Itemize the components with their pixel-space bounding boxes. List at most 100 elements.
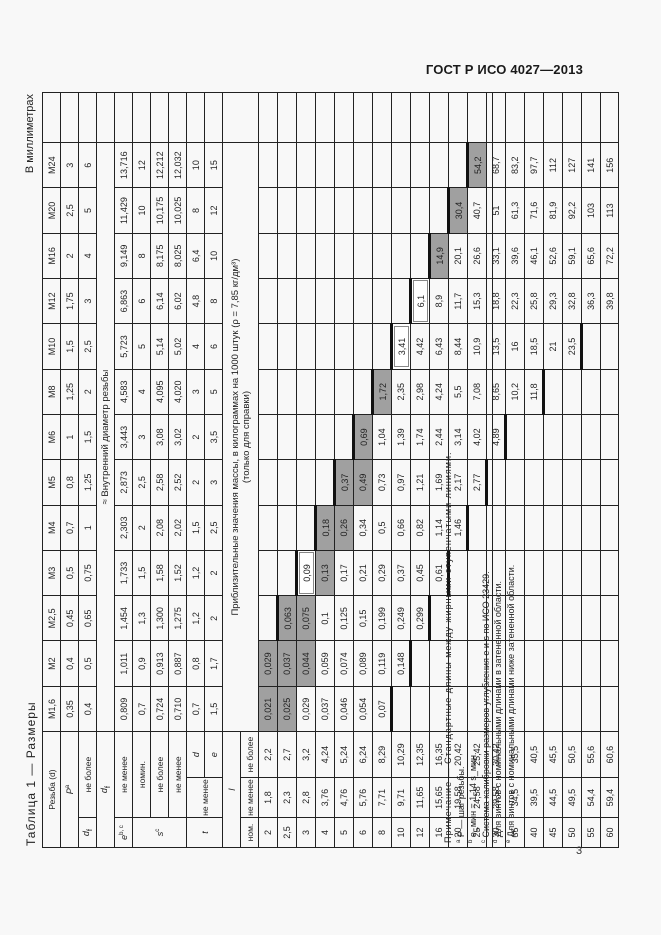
table-cell bbox=[353, 92, 373, 143]
table-cell: 2 bbox=[204, 550, 223, 596]
mass-cell: 0,26 bbox=[334, 505, 354, 551]
mass-cell bbox=[372, 187, 392, 234]
table-cell: 9,149 bbox=[114, 233, 133, 279]
table-cell: 2,02 bbox=[168, 505, 187, 551]
table-cell: 12 bbox=[410, 817, 430, 848]
table-cell: 6 bbox=[132, 278, 151, 324]
df-note: ≈ Внутренний диаметр резьбы bbox=[96, 142, 115, 732]
mass-cell: 59,1 bbox=[562, 233, 582, 279]
mass-cell: 72,2 bbox=[600, 233, 619, 279]
mass-cell: 32,8 bbox=[562, 278, 582, 324]
df-note-label: df bbox=[96, 731, 115, 848]
table-cell: 1,3 bbox=[132, 595, 151, 641]
table-cell: ном. bbox=[240, 817, 259, 848]
table-row: l Приблизительные значения массы, в килог… bbox=[222, 92, 259, 848]
table-cell: 5,02 bbox=[168, 323, 187, 370]
mass-cell: 0,074 bbox=[334, 640, 354, 687]
mass-cell bbox=[277, 459, 297, 506]
mass-cell bbox=[524, 595, 544, 641]
table-cell: 9,71 bbox=[391, 777, 411, 818]
thread-size-header: M2,5 bbox=[42, 595, 61, 641]
mass-cell bbox=[258, 187, 278, 234]
table-cell: 45 bbox=[543, 817, 563, 848]
table-cell: 5,723 bbox=[114, 323, 133, 370]
table-cell bbox=[114, 92, 133, 143]
mass-cell bbox=[562, 459, 582, 506]
mass-cell bbox=[372, 142, 392, 188]
table-cell: не более bbox=[240, 731, 259, 778]
table-cell bbox=[42, 92, 61, 143]
mass-cell: 0,037 bbox=[315, 686, 335, 732]
mass-cell bbox=[562, 686, 582, 732]
mass-cell: 0,199 bbox=[372, 595, 392, 641]
table-cell: 2,873 bbox=[114, 459, 133, 506]
mass-cell bbox=[562, 414, 582, 460]
table-row: df не более 0,4 0,5 0,65 0,75 1 1,25 1,5 2 2,5 3 4 5 6 bbox=[78, 92, 97, 848]
table-cell: 2,52 bbox=[168, 459, 187, 506]
mass-cell bbox=[543, 459, 563, 506]
table-cell: 2,5 bbox=[277, 817, 297, 848]
table-cell: 1 bbox=[78, 505, 97, 551]
table-cell: 10 bbox=[391, 817, 411, 848]
table-cell: 60,6 bbox=[600, 731, 619, 778]
table-cell: 39,5 bbox=[524, 777, 544, 818]
table-cell: 3 bbox=[60, 142, 79, 188]
table-cell: 8,025 bbox=[168, 233, 187, 279]
table-cell: 3,02 bbox=[168, 414, 187, 460]
page-number: 3 bbox=[576, 845, 583, 857]
table-cell: 4,583 bbox=[114, 369, 133, 415]
mass-cell: 1,72 bbox=[372, 369, 392, 415]
table-cell bbox=[543, 92, 563, 143]
table-row: не менее 0,710 0,887 1,275 1,52 2,02 2,52 3,02 4… bbox=[168, 92, 187, 848]
table-row: 8 7,71 8,29 0,07 0,119 0,199 0,29 0,5 0,73 1,04 1,… bbox=[372, 92, 392, 848]
table-cell: 0,913 bbox=[150, 640, 169, 687]
mass-cell: 0,089 bbox=[353, 640, 373, 687]
table-cell: не менее bbox=[240, 777, 259, 818]
thread-size-header: M8 bbox=[42, 369, 61, 415]
mass-cell bbox=[315, 187, 335, 234]
df-label: df bbox=[78, 817, 97, 848]
table-cell bbox=[315, 92, 335, 143]
table-caption: Таблица 1 — Размеры bbox=[24, 701, 38, 846]
table-cell: 0,8 bbox=[60, 459, 79, 506]
table-cell: 1,25 bbox=[78, 459, 97, 506]
mass-cell bbox=[600, 414, 619, 460]
table-cell: 0,7 bbox=[132, 686, 151, 732]
table-row: 6 5,76 6,24 0,054 0,089 0,15 0,21 0,34 0,49 0,69 bbox=[353, 92, 373, 848]
mass-cell bbox=[277, 278, 297, 324]
mass-cell: 0,299 bbox=[410, 595, 430, 641]
table-cell: e bbox=[204, 731, 223, 778]
table-cell bbox=[186, 92, 205, 143]
table-cell bbox=[96, 92, 115, 143]
mass-cell bbox=[543, 505, 563, 551]
table-cell: 2,5 bbox=[204, 505, 223, 551]
table-row: 5 4,76 5,24 0,046 0,074 0,125 0,17 0,26 0,37 bbox=[334, 92, 354, 848]
mass-cell bbox=[315, 142, 335, 188]
mass-cell bbox=[353, 323, 373, 370]
l-label: l bbox=[222, 731, 241, 848]
thread-size-header: M2 bbox=[42, 640, 61, 687]
table-cell: 8 bbox=[186, 187, 205, 234]
mass-cell: 97,7 bbox=[524, 142, 544, 188]
mass-cell bbox=[277, 369, 297, 415]
table-cell: 10,025 bbox=[168, 187, 187, 234]
mass-cell: 0,66 bbox=[391, 505, 411, 551]
table-cell: 55 bbox=[581, 817, 601, 848]
mass-cell: 112 bbox=[543, 142, 563, 188]
mass-cell: 1,39 bbox=[391, 414, 411, 460]
table-cell: 0,4 bbox=[60, 640, 79, 687]
mass-cell bbox=[372, 323, 392, 370]
mass-cell: 29,3 bbox=[543, 278, 563, 324]
table-row: sc номин. 0,7 0,9 1,3 1,5 2 2,5 3 4 5 6 8 10 12 bbox=[132, 92, 187, 848]
thread-size-header: M12 bbox=[42, 278, 61, 324]
mass-cell bbox=[258, 459, 278, 506]
mass-cell: 113 bbox=[600, 187, 619, 234]
mass-header: Приблизительные значения массы, в килогр… bbox=[222, 142, 259, 732]
mass-cell bbox=[581, 459, 601, 506]
table-cell: не более bbox=[150, 731, 169, 818]
table-cell bbox=[524, 92, 544, 143]
table-cell: 12,35 bbox=[410, 731, 430, 778]
mass-cell: 0,17 bbox=[334, 550, 354, 596]
mass-cell bbox=[524, 686, 544, 732]
table-cell: 12 bbox=[132, 142, 151, 188]
